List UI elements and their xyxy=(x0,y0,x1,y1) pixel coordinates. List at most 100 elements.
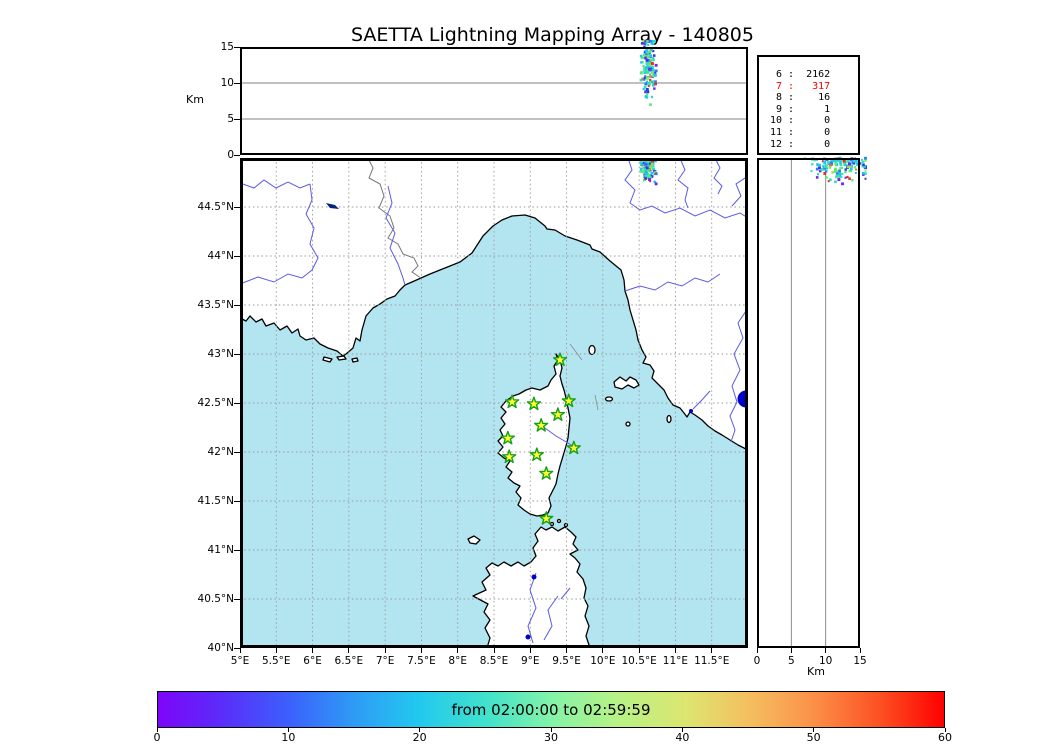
stats-row: 11 : 0 xyxy=(770,126,831,138)
lma-station-star xyxy=(500,430,515,445)
figure-title: SAETTA Lightning Mapping Array - 140805 xyxy=(351,24,754,46)
sardinia xyxy=(472,526,591,648)
axis-tick xyxy=(234,647,240,649)
alt-panel-ylabel: Km xyxy=(186,93,204,106)
lon-axis-tick-label: 8°E xyxy=(448,655,467,667)
colorbar-tick-label: 40 xyxy=(675,731,690,744)
colorbar-label: from 02:00:00 to 02:59:59 xyxy=(451,700,651,719)
lon-axis-tick-label: 7°E xyxy=(375,655,395,667)
lon-axis-tick-label: 9.5°E xyxy=(552,655,581,667)
map-panel xyxy=(240,158,748,648)
right-panel-tick-label: 15 xyxy=(853,655,867,667)
axis-tick xyxy=(234,451,240,453)
lat-axis-tick-label: 41°N xyxy=(207,544,234,556)
lma-station-star xyxy=(526,396,542,411)
axis-tick xyxy=(234,500,240,502)
alt-axis-tick-label: 5 xyxy=(227,113,234,125)
stats-row: 8 : 16 xyxy=(770,92,831,104)
sea-line-marks xyxy=(569,343,599,411)
lma-station-star xyxy=(550,407,565,421)
axis-tick xyxy=(384,648,386,653)
alt-axis-tick-label: 0 xyxy=(227,149,234,161)
axis-tick xyxy=(234,549,240,551)
stats-row: 6 : 2162 xyxy=(770,69,831,80)
alpine-lake xyxy=(326,203,339,209)
right-panel-xlabel: Km xyxy=(807,665,825,678)
right-panel-tick-label: 5 xyxy=(787,655,795,667)
alt-axis-tick-label: 15 xyxy=(220,41,234,53)
colorbar-tick-label: 50 xyxy=(806,731,821,744)
lon-axis-tick-label: 9°E xyxy=(520,655,540,667)
lat-axis-tick-label: 42.5°N xyxy=(197,397,234,409)
sardinia-lake xyxy=(525,634,531,640)
axis-tick xyxy=(550,728,552,732)
axis-tick xyxy=(493,648,495,653)
lat-axis-tick-label: 43.5°N xyxy=(197,299,234,311)
map-frame xyxy=(240,158,748,648)
alt-axis-tick-label: 10 xyxy=(220,77,234,89)
lma-station-star xyxy=(539,466,554,480)
axis-tick xyxy=(156,728,158,732)
maddalena-islet xyxy=(549,521,555,527)
station-markers xyxy=(500,352,581,525)
latitude-altitude-panel xyxy=(757,156,867,648)
axis-tick xyxy=(234,46,240,48)
axis-tick xyxy=(234,353,240,355)
elba-island xyxy=(613,376,640,390)
lma-station-star xyxy=(566,440,581,455)
lat-axis-tick-label: 40°N xyxy=(207,642,234,654)
lon-axis-tick-label: 11°E xyxy=(662,655,689,667)
axis-tick xyxy=(825,648,827,653)
orbetello-lagoon xyxy=(689,409,693,413)
lma-station-star xyxy=(561,393,576,408)
stats-row: 7 : 317 xyxy=(770,80,831,92)
lat-axis-tick-label: 41.5°N xyxy=(197,495,234,507)
axis-tick xyxy=(234,154,240,156)
lon-axis-tick-label: 7.5°E xyxy=(407,655,436,667)
axis-tick xyxy=(457,648,459,653)
lat-axis-tick-label: 40.5°N xyxy=(197,593,234,605)
landmasses xyxy=(240,158,748,648)
lon-axis-tick-label: 11.5°E xyxy=(694,655,730,667)
montecristo-island xyxy=(625,421,631,427)
hyeres-islands xyxy=(322,355,359,363)
axis-tick xyxy=(566,648,568,653)
stats-row: 10 : 0 xyxy=(770,115,831,127)
rivers xyxy=(240,158,748,644)
right-panel-tick-label: 0 xyxy=(753,655,761,667)
axis-tick xyxy=(944,728,946,732)
giglio-island xyxy=(666,414,672,424)
axis-tick xyxy=(602,648,604,653)
lat-axis-tick-label: 44°N xyxy=(207,250,234,262)
axis-tick xyxy=(234,598,240,600)
axis-tick xyxy=(420,648,422,653)
lon-axis-tick-label: 6.5°E xyxy=(334,655,364,667)
axis-tick xyxy=(234,304,240,306)
axis-tick xyxy=(312,648,314,653)
axis-tick xyxy=(348,648,350,653)
lma-station-star xyxy=(539,511,554,525)
axis-tick xyxy=(287,728,289,732)
france-italy-border xyxy=(367,158,422,279)
stats-row: 12 : 0 xyxy=(770,138,831,150)
lma-station-star xyxy=(534,418,549,432)
lma-station-star xyxy=(502,449,517,464)
axis-tick xyxy=(790,648,792,653)
lon-axis-tick-label: 5.5°E xyxy=(261,655,291,667)
axis-tick xyxy=(275,648,277,653)
colorbar-tick-label: 30 xyxy=(544,731,558,744)
lon-axis-tick-label: 5°E xyxy=(230,655,250,667)
lma-station-star xyxy=(552,352,568,367)
lma-station-star xyxy=(529,447,544,462)
corsica xyxy=(497,353,571,517)
axis-tick xyxy=(234,255,240,257)
axis-tick xyxy=(234,82,240,84)
time-colorbar: from 02:00:00 to 02:59:59 xyxy=(157,691,945,728)
axis-tick xyxy=(859,648,861,653)
lat-axis-tick-label: 44.5°N xyxy=(197,201,234,213)
axis-tick xyxy=(529,648,531,653)
lat-axis-tick-label: 43°N xyxy=(207,348,234,360)
lake-coghinas xyxy=(531,574,537,580)
axis-tick xyxy=(711,648,713,653)
lat-axis-tick-label: 42°N xyxy=(207,446,234,458)
